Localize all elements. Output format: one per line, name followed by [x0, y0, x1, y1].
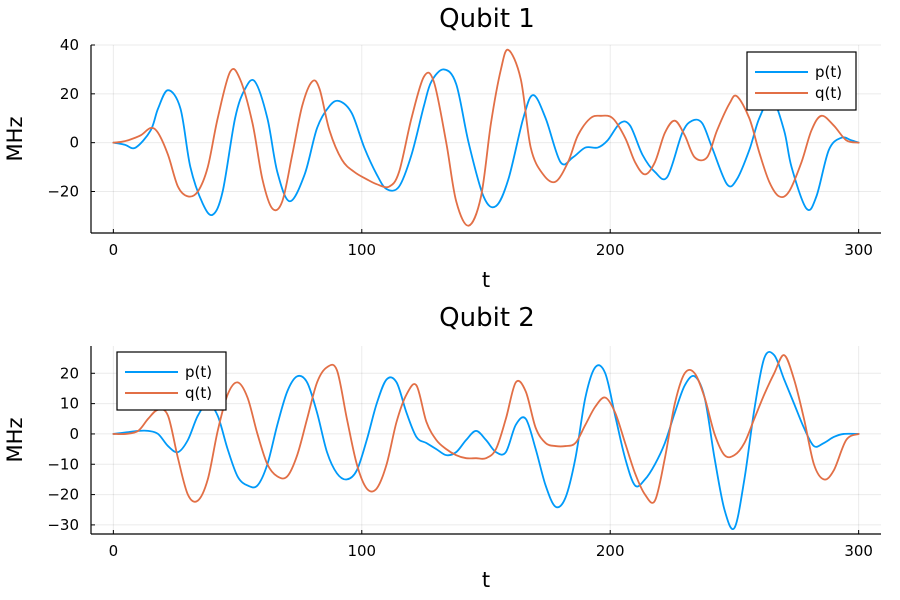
qubit1-legend-label-q: q(t): [815, 84, 842, 102]
qubit2-x-ticks: 0 100 200 300: [109, 530, 873, 560]
qubit1-y-ticks: −20 0 20 40: [47, 36, 95, 200]
qubit2-y-tick-label: 10: [60, 395, 79, 413]
qubit2-x-tick-label: 200: [596, 542, 625, 560]
qubit1-y-axis-label: MHz: [3, 117, 27, 162]
qubit2-series: [112, 350, 860, 530]
qubit2-p-line: [112, 350, 860, 530]
qubit1-x-tick-label: 300: [844, 241, 873, 259]
qubit2-legend-box: [116, 351, 227, 411]
qubit2-legend: p(t) q(t): [116, 351, 227, 411]
qubit2-y-ticks: −30 −20 −10 0 10 20: [47, 364, 95, 534]
qubit1-x-axis-label: t: [482, 268, 490, 292]
qubit1-y-tick-label: −20: [47, 182, 79, 200]
qubit1-legend-box: [746, 51, 857, 111]
qubit2-y-tick-label: −20: [47, 486, 79, 504]
qubit2-legend-label-p: p(t): [185, 363, 212, 381]
qubit2-y-tick-label: 20: [60, 364, 79, 382]
qubit1-y-tick-label: 40: [60, 36, 79, 54]
qubit1-series: [112, 48, 860, 227]
qubit2-y-tick-label: 0: [69, 425, 79, 443]
qubit1-x-tick-label: 100: [347, 241, 376, 259]
qubit1-y-tick-label: 0: [69, 134, 79, 152]
qubit2-x-axis-label: t: [482, 568, 490, 592]
qubit1-x-tick-label: 0: [109, 241, 119, 259]
qubit1-y-tick-label: 20: [60, 85, 79, 103]
qubit1-q-line: [112, 48, 860, 227]
qubit2-y-axis-label: MHz: [3, 418, 27, 463]
qubit2-x-tick-label: 100: [347, 542, 376, 560]
qubit2-title: Qubit 2: [439, 303, 535, 333]
qubit1-x-tick-label: 200: [596, 241, 625, 259]
qubit1-legend-label-p: p(t): [815, 63, 842, 81]
qubit1-legend: p(t) q(t): [746, 51, 857, 111]
qubit1-p-line: [112, 68, 860, 217]
qubit1-title: Qubit 1: [439, 4, 535, 34]
qubit2-x-tick-label: 0: [109, 542, 119, 560]
qubit2-y-tick-label: −30: [47, 516, 79, 534]
qubit2-y-tick-label: −10: [47, 455, 79, 473]
qubit1-panel: Qubit 1 0 100 200 300 −20 0 20 40 t MHz p(t) q…: [3, 4, 881, 292]
qubit2-q-line: [112, 354, 860, 504]
qubit2-x-tick-label: 300: [844, 542, 873, 560]
qubit2-legend-label-q: q(t): [185, 384, 212, 402]
qubit1-x-ticks: 0 100 200 300: [109, 229, 873, 259]
